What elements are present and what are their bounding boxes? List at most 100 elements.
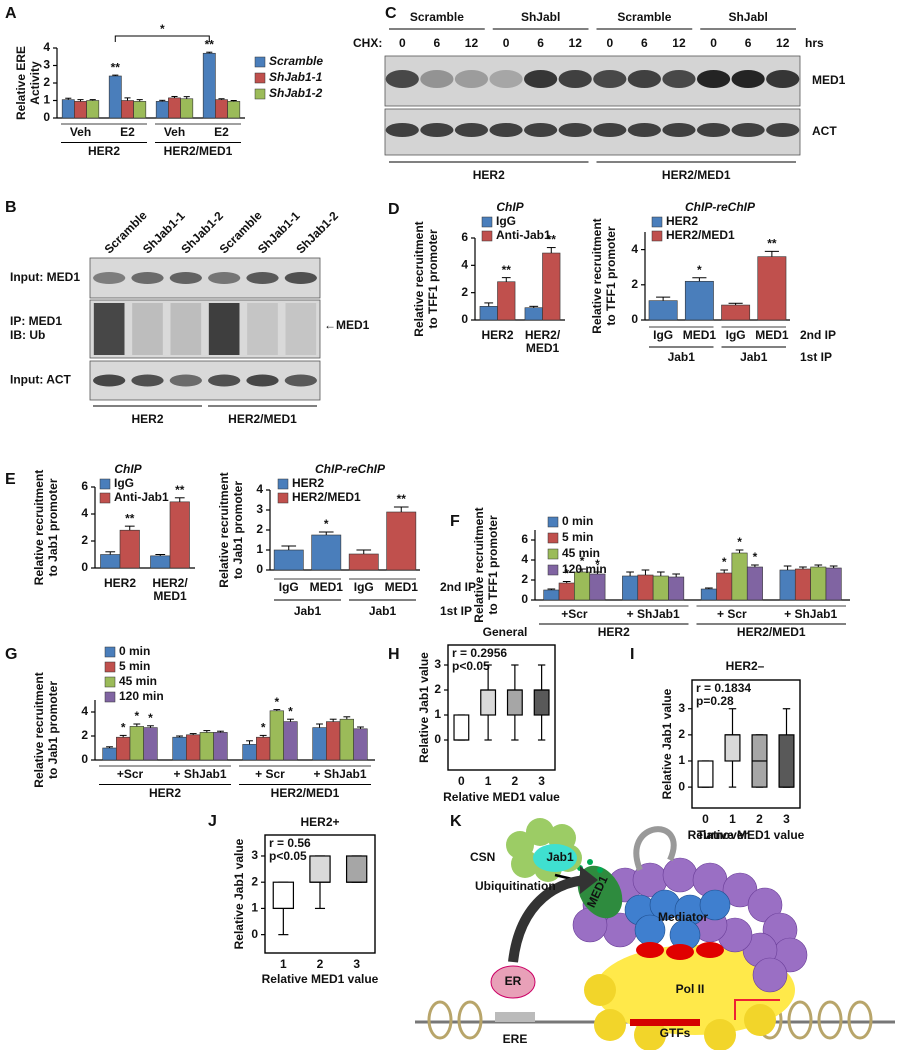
y-tick-label: 6: [521, 532, 528, 546]
error-bar: [89, 99, 96, 101]
bar: [810, 566, 827, 601]
mediator-subunit: [662, 857, 698, 893]
jab1: [533, 844, 577, 872]
error-bar: [343, 716, 351, 720]
box: [453, 714, 470, 741]
band: [731, 70, 765, 88]
y-tick-label: 2: [81, 728, 88, 742]
y-tick-label: 0: [631, 312, 638, 326]
box: [778, 734, 795, 788]
significance: *: [722, 555, 727, 569]
error-bar: [136, 99, 143, 102]
nucleosome: [787, 1000, 813, 1040]
x-tick-label: 3: [783, 812, 790, 826]
bar: [497, 281, 516, 321]
y-tick-label: 2: [678, 727, 685, 741]
band: [169, 374, 202, 387]
annotation: r = 0.1834: [696, 681, 751, 695]
error-bar: [546, 247, 556, 254]
row-label: 1st IP: [440, 604, 472, 618]
legend-label: 120 min: [119, 689, 164, 703]
group-label: HER2/MED1: [228, 412, 297, 426]
y-tick-label: 0: [81, 560, 88, 574]
bar: [757, 256, 787, 321]
y-tick-label: 0: [251, 927, 258, 941]
band: [169, 272, 202, 284]
panel-letter: B: [5, 199, 17, 216]
time-label: 12: [569, 36, 583, 50]
lane-header: Scramble: [617, 10, 671, 24]
chart-title: General: [483, 625, 528, 639]
x-tick-label: + ShJab1: [784, 607, 837, 621]
band: [524, 123, 558, 137]
bar: [119, 529, 140, 569]
error-bar: [159, 99, 166, 102]
chart-title: ChIP: [114, 462, 142, 476]
legend-swatch: [104, 646, 116, 658]
diagram-label: Pol II: [676, 982, 705, 996]
plot-frame: [691, 679, 801, 809]
row-label: Input: MED1: [10, 270, 80, 284]
x-tick-label: 2: [756, 812, 763, 826]
bar: [668, 576, 685, 601]
band: [627, 123, 661, 137]
legend-label: ShJab1-1: [269, 70, 323, 84]
bar: [543, 589, 560, 601]
y-tick-label: 1: [434, 707, 441, 721]
error-bar: [705, 587, 713, 589]
error-bar: [176, 735, 183, 738]
lane-header: ShJabl: [728, 10, 767, 24]
blot-panel: [89, 360, 321, 401]
bar: [700, 588, 717, 601]
error-bar: [578, 568, 586, 572]
label-line: HER2/: [525, 328, 561, 342]
x-tick-label: 2: [317, 957, 324, 971]
legend-swatch: [547, 564, 559, 576]
significance: **: [767, 237, 777, 251]
band: [385, 70, 419, 88]
x-tick-label: +Scr: [117, 767, 144, 781]
significance: *: [564, 567, 569, 581]
ubiquitin: [587, 859, 593, 865]
turnover-arrow: [633, 826, 677, 872]
group-label: HER2/MED1: [662, 168, 731, 182]
band: [208, 374, 241, 387]
x-tick-label: 0: [702, 812, 709, 826]
bar: [574, 571, 591, 601]
legend-label: Anti-Jab1: [114, 490, 169, 504]
y-tick-label: 3: [434, 657, 441, 671]
panel-letter: E: [5, 471, 16, 488]
legend-label: 120 min: [562, 562, 607, 576]
bar: [199, 732, 214, 761]
time-label: 0: [606, 36, 613, 50]
bar: [825, 567, 842, 601]
y-tick-label: 3: [256, 502, 263, 516]
tss: [630, 1019, 700, 1026]
x-tick-label: IgG: [354, 580, 374, 594]
y-axis-label: Relative recruitment: [217, 472, 231, 587]
tss-arrow: [734, 999, 780, 1020]
legend-label: 45 min: [562, 546, 600, 560]
gtf: [744, 1004, 776, 1036]
band: [558, 70, 592, 88]
chx-label: CHX:: [353, 36, 382, 50]
error-bar: [316, 723, 323, 728]
label-line: HER2/: [152, 576, 188, 590]
band: [696, 70, 731, 88]
error-bar: [246, 740, 253, 745]
band: [208, 272, 241, 284]
legend-swatch: [481, 230, 493, 242]
time-label: 6: [745, 36, 752, 50]
ubiquitin: [597, 867, 603, 873]
error-bar: [728, 302, 743, 306]
y-axis-label: to Jab1 promoter: [231, 481, 245, 579]
group-label: HER2/MED1: [737, 625, 806, 639]
gtf: [594, 1009, 626, 1041]
y-tick-label: 0: [81, 752, 88, 766]
lane-header: ShJabl: [521, 10, 560, 24]
error-bar: [656, 296, 671, 301]
group-label: HER2/MED1: [164, 144, 233, 158]
y-tick-label: 4: [81, 704, 88, 718]
nucleosome: [847, 1000, 873, 1040]
error-bar: [124, 97, 131, 101]
